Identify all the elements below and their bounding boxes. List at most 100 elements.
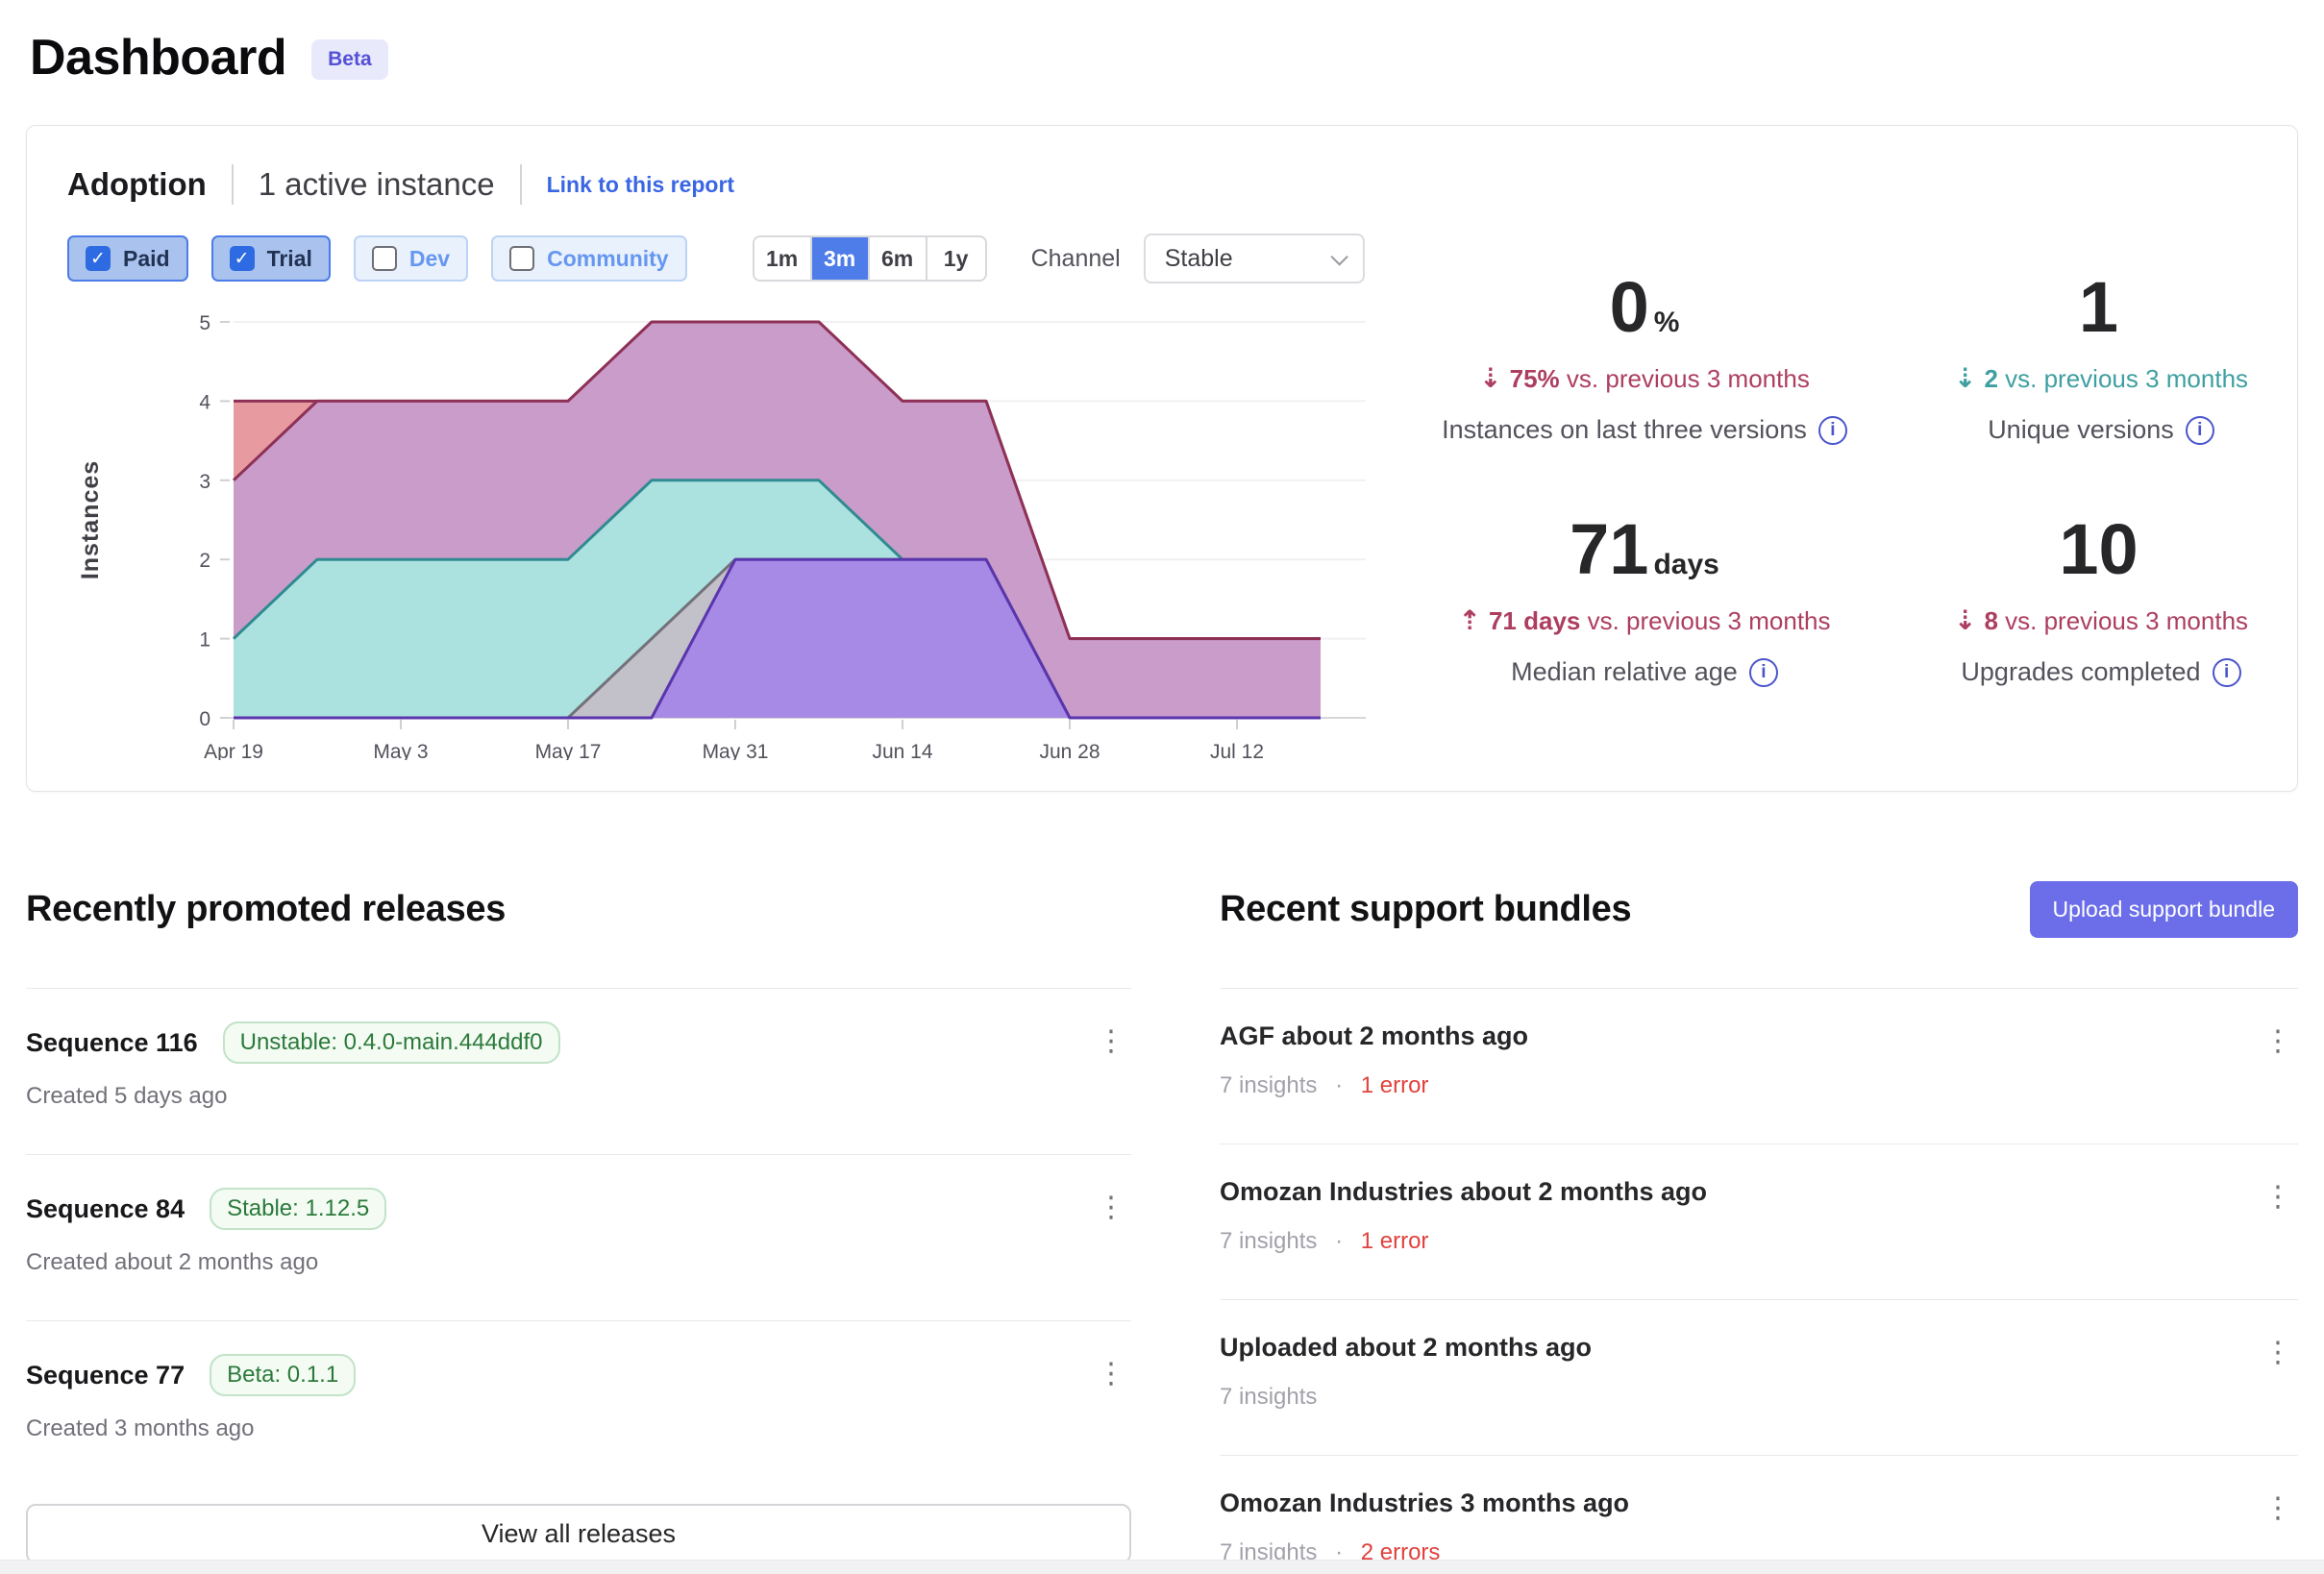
stat-delta: ⇣ 8 vs. previous 3 months [1894, 604, 2308, 636]
trend-down-icon: ⇣ [1479, 362, 1502, 394]
release-version-badge: Unstable: 0.4.0-main.444ddf0 [222, 1021, 560, 1064]
info-icon[interactable]: i [1817, 415, 1847, 445]
channel-label: Channel [1030, 244, 1121, 272]
filter-label: Dev [408, 245, 451, 271]
adoption-chart: 0 1 2 3 4 5 Apr 19 May 3 May 17 May 31 Jun 14 Jun 2… [77, 312, 1366, 763]
stat-instances-last-three-versions: 0% ⇣ 75% vs. previous 3 months Instances … [1395, 272, 1894, 445]
bundle-meta: 7 insights · 1 error [1220, 1072, 2298, 1099]
info-icon[interactable]: i [2212, 657, 2241, 687]
stat-delta: ⇣ 75% vs. previous 3 months [1395, 362, 1894, 394]
support-bundle-row[interactable]: Omozan Industries 3 months ago 7 insight… [1220, 1455, 2298, 1574]
support-bundle-row[interactable]: Uploaded about 2 months ago 7 insights ⋮ [1220, 1299, 2298, 1455]
adoption-controls: ✓ Paid ✓ Trial Dev Community 1m 3m 6m 1y [67, 234, 1365, 283]
filter-chip-dev[interactable]: Dev [353, 235, 469, 282]
stat-label: Median relative age [1511, 657, 1738, 686]
bundle-title: Omozan Industries 3 months ago [1220, 1488, 1630, 1517]
svg-text:Jul 12: Jul 12 [1210, 741, 1264, 760]
chevron-down-icon [1330, 247, 1348, 266]
svg-text:3: 3 [199, 471, 210, 493]
checkbox-checked-icon: ✓ [229, 246, 255, 271]
range-1y[interactable]: 1y [927, 237, 985, 280]
filter-chip-community[interactable]: Community [491, 235, 687, 282]
release-row[interactable]: Sequence 84 Stable: 1.12.5 Created about… [26, 1154, 1131, 1320]
bundle-title: Omozan Industries about 2 months ago [1220, 1177, 1708, 1206]
meta-separator: · [1335, 1539, 1344, 1565]
stat-delta: ⇡ 71 days vs. previous 3 months [1395, 604, 1894, 636]
filter-label: Community [547, 245, 669, 271]
checkbox-unchecked-icon [371, 246, 397, 271]
bundle-insights: 7 insights [1220, 1384, 1318, 1410]
support-bundle-row[interactable]: Omozan Industries about 2 months ago 7 i… [1220, 1144, 2298, 1299]
filter-chip-paid[interactable]: ✓ Paid [67, 235, 188, 282]
upload-support-bundle-button[interactable]: Upload support bundle [2029, 880, 2298, 938]
bundle-insights: 7 insights [1220, 1072, 1318, 1098]
stat-label: Unique versions [1988, 415, 2174, 444]
release-created: Created 3 months ago [26, 1415, 255, 1441]
stat-value: 10 [2059, 509, 2139, 589]
kebab-menu-icon[interactable]: ⋮ [1097, 1191, 1125, 1224]
checkbox-checked-icon: ✓ [86, 246, 111, 271]
range-6m[interactable]: 6m [869, 237, 927, 280]
stat-delta: ⇣ 2 vs. previous 3 months [1894, 362, 2308, 394]
kebab-menu-icon[interactable]: ⋮ [1097, 1024, 1125, 1058]
info-icon[interactable]: i [1748, 657, 1778, 687]
stat-median-relative-age: 71 days ⇡ 71 days vs. previous 3 months Me… [1395, 514, 1894, 687]
bundle-insights: 7 insights [1220, 1228, 1318, 1254]
kebab-menu-icon[interactable]: ⋮ [1097, 1357, 1125, 1390]
filter-label: Paid [123, 245, 170, 271]
filter-chip-trial[interactable]: ✓ Trial [210, 235, 331, 282]
channel-selected-value: Stable [1164, 244, 1233, 272]
kebab-menu-icon[interactable]: ⋮ [2263, 1180, 2292, 1214]
bottom-sections: Recently promoted releases Sequence 116 … [26, 880, 2298, 1574]
page-bottom-strip [0, 1560, 2324, 1574]
kebab-menu-icon[interactable]: ⋮ [2263, 1024, 2292, 1058]
view-all-releases-button[interactable]: View all releases [26, 1504, 1131, 1563]
bundle-title: Uploaded about 2 months ago [1220, 1333, 1593, 1362]
support-bundles-list: AGF about 2 months ago 7 insights · 1 er… [1220, 988, 2298, 1574]
range-1m[interactable]: 1m [754, 237, 812, 280]
bundle-errors: 1 error [1360, 1072, 1429, 1098]
support-bundle-row[interactable]: AGF about 2 months ago 7 insights · 1 er… [1220, 988, 2298, 1144]
bundle-meta: 7 insights · 1 error [1220, 1228, 2298, 1255]
stat-label: Upgrades completed [1961, 657, 2201, 686]
kebab-menu-icon[interactable]: ⋮ [2263, 1336, 2292, 1369]
releases-list: Sequence 116 Unstable: 0.4.0-main.444ddf… [26, 988, 1131, 1487]
meta-separator: · [1335, 1228, 1344, 1254]
release-created: Created about 2 months ago [26, 1249, 319, 1275]
svg-text:Jun 14: Jun 14 [872, 741, 932, 760]
page-header: Dashboard Beta [0, 0, 2324, 86]
stat-unit: days [1653, 549, 1719, 580]
recent-releases-section: Recently promoted releases Sequence 116 … [26, 880, 1131, 1574]
bundle-meta: 7 insights [1220, 1384, 2298, 1411]
active-instance-count: 1 active instance [258, 166, 495, 202]
channel-select[interactable]: Stable [1143, 234, 1365, 283]
svg-text:4: 4 [199, 391, 210, 413]
svg-text:Jun 28: Jun 28 [1039, 741, 1100, 760]
adoption-card-header: Adoption 1 active instance Link to this … [67, 164, 734, 205]
support-bundles-section: Recent support bundles Upload support bu… [1220, 880, 2298, 1574]
stat-value: 0 [1609, 267, 1649, 347]
release-title: Sequence 77 [26, 1360, 185, 1390]
delta-suffix: vs. previous 3 months [2005, 606, 2249, 635]
stat-upgrades-completed: 10 ⇣ 8 vs. previous 3 months Upgrades com… [1894, 514, 2308, 687]
kebab-menu-icon[interactable]: ⋮ [2263, 1491, 2292, 1525]
bundle-title: AGF about 2 months ago [1220, 1021, 1528, 1050]
stat-unique-versions: 1 ⇣ 2 vs. previous 3 months Unique versio… [1894, 272, 2308, 445]
beta-badge: Beta [311, 39, 388, 80]
delta-suffix: vs. previous 3 months [1587, 606, 1831, 635]
release-title: Sequence 116 [26, 1027, 198, 1057]
meta-separator: · [1335, 1072, 1344, 1098]
link-to-report[interactable]: Link to this report [546, 171, 735, 197]
channel-control: Channel Stable [1031, 234, 1365, 283]
delta-value: 75% [1509, 364, 1560, 393]
stat-unit: % [1653, 307, 1680, 338]
delta-suffix: vs. previous 3 months [1566, 364, 1810, 393]
release-row[interactable]: Sequence 77 Beta: 0.1.1 Created 3 months… [26, 1320, 1131, 1487]
trend-up-icon: ⇡ [1458, 604, 1481, 636]
info-icon[interactable]: i [2185, 415, 2214, 445]
adoption-stats: 0% ⇣ 75% vs. previous 3 months Instances … [1395, 272, 2308, 687]
range-3m[interactable]: 3m [811, 237, 870, 280]
bundle-errors: 1 error [1360, 1228, 1429, 1254]
release-row[interactable]: Sequence 116 Unstable: 0.4.0-main.444ddf… [26, 988, 1131, 1154]
